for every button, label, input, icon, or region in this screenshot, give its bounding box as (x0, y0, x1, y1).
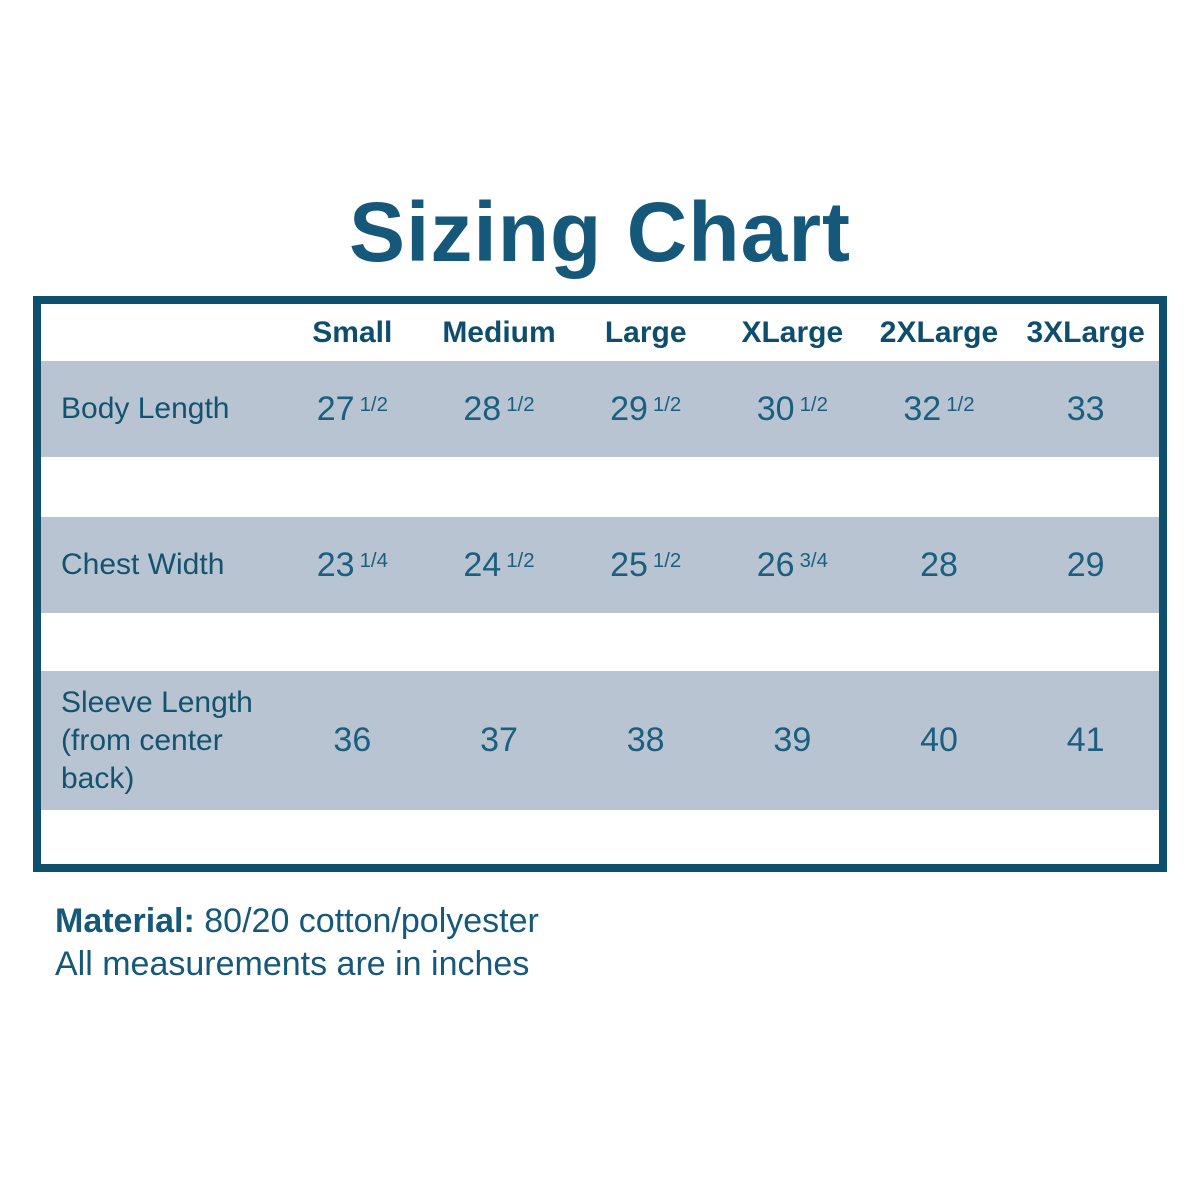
fraction: 3/4 (799, 549, 828, 572)
material-line: Material: 80/20 cotton/polyester (55, 900, 1200, 942)
size-value: 39 (773, 721, 812, 760)
fraction: 1/2 (506, 549, 535, 572)
size-value: 40 (920, 721, 958, 760)
fraction: 1/2 (946, 393, 975, 416)
page-title: Sizing Chart (348, 185, 851, 279)
table-row: Sleeve Length (from center back) 36 37 38 39… (41, 671, 1159, 811)
size-value: 26 3/4 (756, 545, 828, 584)
table-row: Body Length 27 1/2 28 1/2 29 1/2 30 1/2 32 1/2 33 (41, 361, 1159, 458)
column-header: Small (312, 315, 393, 349)
fraction: 1/2 (506, 393, 535, 416)
column-header: Large (604, 315, 687, 349)
table-row: Chest Width 23 1/4 24 1/2 25 1/2 26 3/4 28 29 (41, 517, 1159, 614)
sizing-table: Small Medium Large XLarge 2XLarge 3XLarge Bod… (33, 296, 1167, 873)
size-value: 41 (1066, 721, 1105, 760)
size-value: 28 (920, 545, 958, 584)
table-body: Body Length 27 1/2 28 1/2 29 1/2 30 1/2 32 1/2 33 Ch… (41, 361, 1159, 865)
size-value: 24 1/2 (463, 545, 535, 584)
row-label: Sleeve Length (from center back) (61, 685, 253, 795)
size-value: 29 1/2 (610, 389, 682, 428)
header-corner-cell (41, 304, 279, 361)
row-spacer (41, 457, 1159, 518)
fraction: 1/2 (652, 549, 682, 572)
size-value: 30 1/2 (756, 389, 828, 428)
fraction: 1/4 (359, 549, 388, 572)
measurement-note: All measurements are in inches (55, 944, 530, 983)
size-value: 33 (1066, 389, 1105, 428)
size-value: 29 (1066, 545, 1105, 584)
fraction: 1/2 (799, 393, 828, 416)
size-value: 25 1/2 (610, 545, 682, 584)
size-value: 27 1/2 (316, 389, 388, 428)
column-header: Medium (442, 315, 556, 349)
size-value: 37 (480, 721, 518, 760)
material-label: Material: (55, 902, 195, 941)
row-spacer (41, 810, 1159, 865)
row-label: Chest Width (61, 548, 225, 582)
size-value: 36 (333, 721, 372, 760)
size-value: 32 1/2 (903, 389, 975, 428)
table-header-row: Small Medium Large XLarge 2XLarge 3XLarge (41, 304, 1159, 362)
material-value: 80/20 cotton/polyester (194, 902, 539, 941)
fraction: 1/2 (652, 393, 682, 416)
size-value: 38 (626, 721, 665, 760)
row-label: Body Length (61, 392, 230, 426)
column-header: XLarge (741, 315, 844, 349)
fraction: 1/2 (359, 393, 388, 416)
size-value: 23 1/4 (316, 545, 388, 584)
column-header: 3XLarge (1026, 315, 1145, 349)
row-spacer (41, 613, 1159, 672)
size-value: 28 1/2 (463, 389, 535, 428)
column-header: 2XLarge (879, 315, 999, 349)
footer-notes: Material: 80/20 cotton/polyester All mea… (55, 900, 1200, 984)
